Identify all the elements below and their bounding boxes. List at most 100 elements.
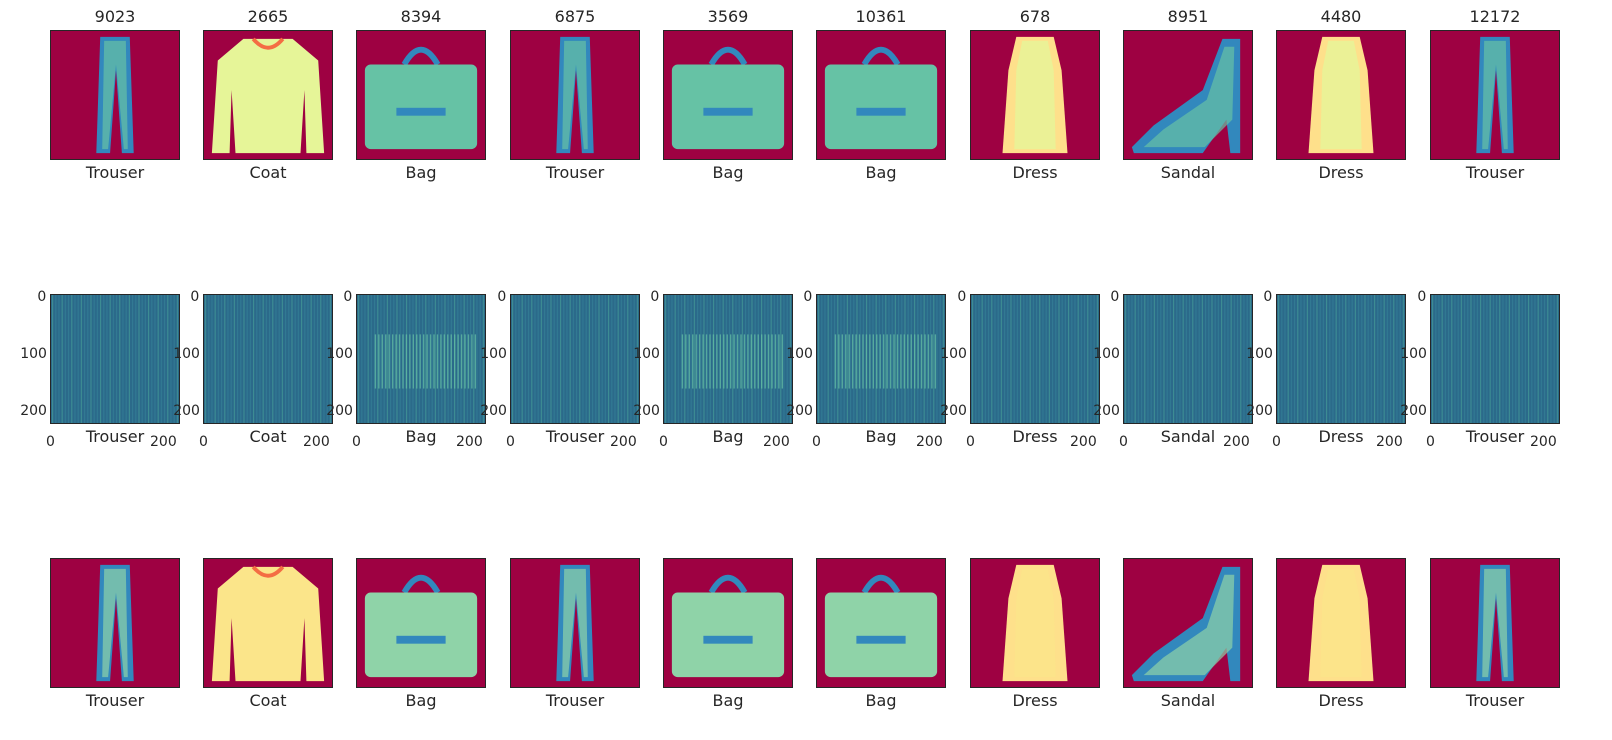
column-index: 4480 (1320, 7, 1362, 26)
x-tick-label: 200 (916, 434, 943, 450)
silhouette (1476, 564, 1514, 682)
class-label: Trouser (1465, 163, 1525, 182)
image-panel (1123, 30, 1253, 160)
x-tick-label: 0 (1119, 434, 1128, 450)
x-tick-label: 200 (763, 434, 790, 450)
silhouette (364, 46, 478, 150)
class-label: Bag (865, 691, 897, 710)
y-tick-label: 100 (20, 346, 47, 362)
image-panel (970, 294, 1100, 424)
image-panel (1123, 294, 1253, 424)
silhouette (671, 574, 785, 678)
y-tick-label: 0 (650, 289, 660, 305)
y-tick-label: 0 (803, 289, 813, 305)
class-label: Bag (712, 427, 744, 446)
y-tick-label: 0 (190, 289, 200, 305)
class-label: Dress (1318, 427, 1364, 446)
class-label: Sandal (1160, 691, 1216, 710)
image-panel (510, 30, 640, 160)
image-panel (356, 294, 486, 424)
class-label: Sandal (1160, 163, 1216, 182)
image-panel (1430, 294, 1560, 424)
y-tick-label: 200 (1093, 403, 1120, 419)
image-panel (970, 558, 1100, 688)
y-tick-label: 0 (497, 289, 507, 305)
class-label: Coat (249, 163, 287, 182)
class-label: Dress (1012, 691, 1058, 710)
x-tick-label: 200 (456, 434, 483, 450)
image-panel (356, 558, 486, 688)
y-tick-label: 200 (326, 403, 353, 419)
y-tick-label: 100 (480, 346, 507, 362)
y-tick-label: 100 (633, 346, 660, 362)
class-label: Trouser (545, 427, 605, 446)
x-tick-label: 0 (966, 434, 975, 450)
x-tick-label: 0 (812, 434, 821, 450)
x-tick-label: 200 (610, 434, 637, 450)
image-panel (203, 30, 333, 160)
x-tick-label: 200 (1070, 434, 1097, 450)
image-panel (1276, 294, 1406, 424)
class-label: Bag (405, 427, 437, 446)
x-tick-label: 200 (1223, 434, 1250, 450)
class-label: Trouser (1465, 427, 1525, 446)
y-tick-label: 200 (1246, 403, 1273, 419)
x-tick-label: 0 (352, 434, 361, 450)
y-tick-label: 200 (633, 403, 660, 419)
y-tick-label: 100 (786, 346, 813, 362)
class-label: Trouser (85, 691, 145, 710)
x-tick-label: 0 (659, 434, 668, 450)
silhouette (211, 565, 325, 682)
image-panel (1430, 558, 1560, 688)
y-tick-label: 0 (957, 289, 967, 305)
y-tick-label: 100 (1400, 346, 1427, 362)
column-index: 12172 (1469, 7, 1521, 26)
y-tick-label: 0 (1110, 289, 1120, 305)
column-index: 2665 (247, 7, 289, 26)
image-panel (50, 558, 180, 688)
image-panel (816, 294, 946, 424)
x-tick-label: 200 (1376, 434, 1403, 450)
class-label: Coat (249, 691, 287, 710)
image-panel (663, 558, 793, 688)
column-index: 10361 (855, 7, 907, 26)
y-tick-label: 100 (1246, 346, 1273, 362)
silhouette (1131, 38, 1241, 154)
x-tick-label: 200 (150, 434, 177, 450)
image-panel (1430, 30, 1560, 160)
image-panel (510, 294, 640, 424)
image-panel (50, 30, 180, 160)
class-label: Bag (865, 427, 897, 446)
y-tick-label: 100 (326, 346, 353, 362)
x-tick-label: 200 (303, 434, 330, 450)
class-label: Dress (1012, 427, 1058, 446)
column-index: 6875 (554, 7, 596, 26)
silhouette (824, 46, 938, 150)
y-tick-label: 0 (37, 289, 47, 305)
class-label: Trouser (85, 427, 145, 446)
silhouette (671, 46, 785, 150)
silhouette (96, 36, 134, 154)
image-panel (50, 294, 180, 424)
class-label: Coat (249, 427, 287, 446)
y-tick-label: 200 (940, 403, 967, 419)
image-panel (1276, 558, 1406, 688)
x-tick-label: 0 (1272, 434, 1281, 450)
y-tick-label: 200 (480, 403, 507, 419)
y-tick-label: 0 (1263, 289, 1273, 305)
y-tick-label: 100 (1093, 346, 1120, 362)
silhouette (556, 564, 594, 682)
column-index: 3569 (707, 7, 749, 26)
class-label: Dress (1012, 163, 1058, 182)
silhouette (96, 564, 134, 682)
x-tick-label: 200 (1530, 434, 1557, 450)
silhouette (1002, 564, 1068, 682)
silhouette (556, 36, 594, 154)
class-label: Sandal (1160, 427, 1216, 446)
class-label: Trouser (545, 691, 605, 710)
silhouette (1476, 36, 1514, 154)
class-label: Trouser (1465, 691, 1525, 710)
class-label: Dress (1318, 691, 1364, 710)
image-panel (663, 30, 793, 160)
y-tick-label: 200 (20, 403, 47, 419)
